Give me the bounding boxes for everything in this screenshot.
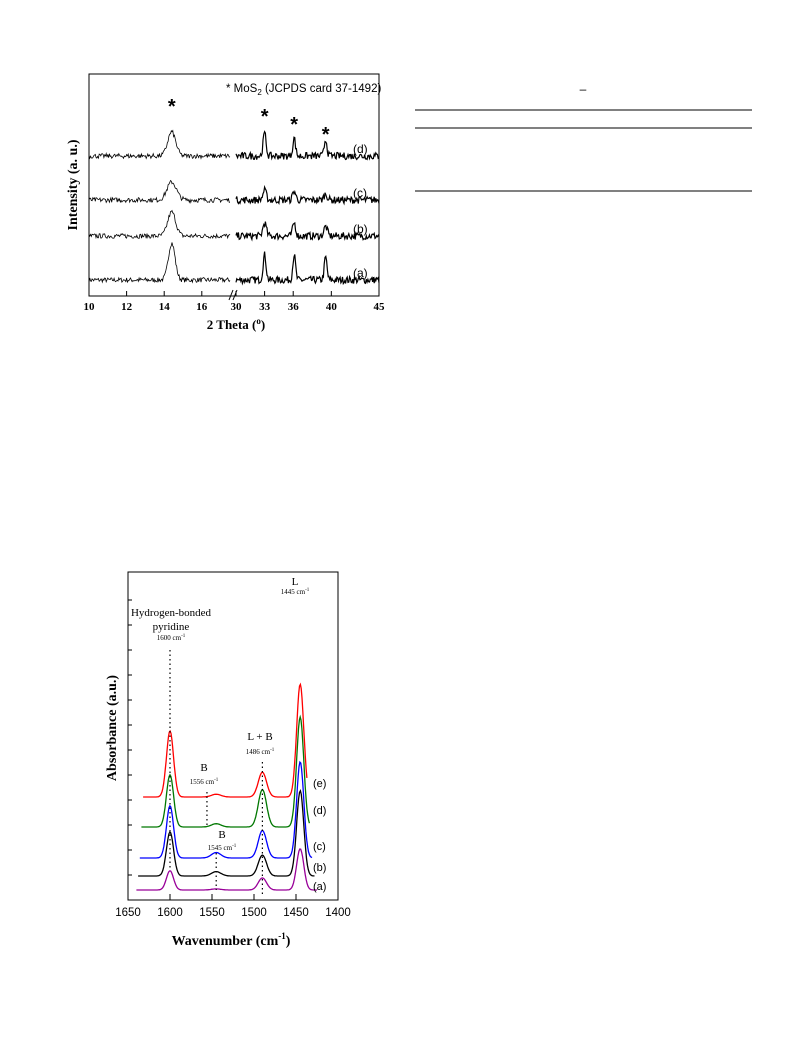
xrd-series-line (235, 221, 380, 242)
xrd-series-line (88, 242, 231, 284)
ir-annotation-wavenumber: 1445 cm-1 (281, 588, 310, 596)
ir-series-line (141, 714, 311, 828)
table-dash: – (580, 82, 587, 96)
ir-x-ticks: 1650 1600 1550 1500 1450 1400 (115, 599, 351, 919)
ir-tick-label: 1500 (241, 907, 267, 919)
table-fragment: – (415, 82, 752, 192)
xrd-tick-label: 10 (84, 301, 96, 313)
xrd-plot-frame (88, 73, 380, 297)
ir-x-axis-label: Wavenumber (cm-1) (172, 931, 291, 949)
xrd-series-line (88, 129, 231, 160)
ir-annotation-wavenumber: 1486 cm-1 (246, 748, 275, 756)
xrd-y-axis-label: Intensity (a. u.) (66, 139, 81, 230)
xrd-peak-marker: * (168, 96, 176, 118)
ir-annotation-wavenumber: 1545 cm-1 (208, 844, 237, 852)
xrd-series-line (235, 251, 380, 286)
axis-break-icon (228, 289, 238, 301)
ir-chart: 1650 1600 1550 1500 1450 1400 (a) (b) (c) (d) (e)… (105, 571, 351, 949)
xrd-series-line (88, 209, 231, 240)
xrd-peak-markers: * * * * (168, 96, 330, 146)
xrd-tick-label: 40 (326, 301, 338, 313)
xrd-tick-label: 33 (259, 301, 271, 313)
xrd-series-label: (b) (353, 222, 368, 236)
xrd-peak-marker: * (290, 114, 298, 136)
ir-series-line (138, 789, 315, 877)
xrd-x-axis-label: 2 Theta (o) (207, 316, 265, 332)
xrd-tick-label: 45 (374, 301, 386, 313)
xrd-peak-marker: * (261, 106, 269, 128)
xrd-x-ticks: 10 12 14 16 30 33 36 40 45 (84, 291, 386, 313)
ir-plot-frame (127, 571, 339, 901)
ir-annotation-wavenumber: 1556 cm-1 (190, 778, 219, 786)
ir-series-line (136, 848, 317, 891)
xrd-tick-label: 14 (159, 301, 171, 313)
ir-annotation-wavenumber: 1600 cm-1 (157, 634, 186, 642)
xrd-series-label: (c) (353, 186, 367, 200)
ir-annotation-label: L (292, 576, 299, 588)
ir-tick-label: 1450 (283, 907, 309, 919)
xrd-annotation: * MoS2 (JCPDS card 37-1492) (226, 83, 381, 97)
xrd-series-label: (a) (353, 266, 368, 280)
ir-tick-label: 1400 (325, 907, 351, 919)
ir-guide-lines (169, 650, 263, 895)
ir-series-label: (e) (313, 778, 326, 790)
xrd-tick-label: 12 (121, 301, 133, 313)
ir-series-label: (d) (313, 805, 326, 817)
xrd-series-lines: (a) (b) (c) (d) (88, 129, 380, 286)
ir-annotation-label: B (200, 762, 207, 774)
ir-series-label: (c) (313, 841, 326, 853)
xrd-tick-label: 36 (288, 301, 300, 313)
xrd-chart: 10 12 14 16 30 33 36 40 45 (a) (b) (c) (d) * * * * * M… (66, 73, 386, 332)
ir-y-axis-label: Absorbance (a.u.) (105, 675, 120, 782)
ir-tick-label: 1650 (115, 907, 141, 919)
xrd-series-line (235, 184, 380, 206)
xrd-tick-label: 30 (231, 301, 243, 313)
xrd-series-line (235, 130, 380, 161)
ir-annotation-label: B (218, 829, 225, 841)
xrd-series-line (88, 179, 231, 204)
xrd-tick-label: 16 (196, 301, 208, 313)
xrd-peak-marker: * (322, 124, 330, 146)
ir-annotation-label: L + B (247, 731, 272, 743)
ir-annotation-label: Hydrogen-bonded (131, 607, 212, 619)
ir-series-lines: (a) (b) (c) (d) (e) (136, 682, 326, 893)
ir-tick-label: 1550 (199, 907, 225, 919)
ir-series-label: (b) (313, 862, 326, 874)
ir-series-line (139, 760, 313, 859)
ir-tick-label: 1600 (157, 907, 183, 919)
xrd-series-label: (d) (353, 142, 368, 156)
ir-series-label: (a) (313, 881, 326, 893)
ir-annotation-label: pyridine (153, 621, 190, 633)
